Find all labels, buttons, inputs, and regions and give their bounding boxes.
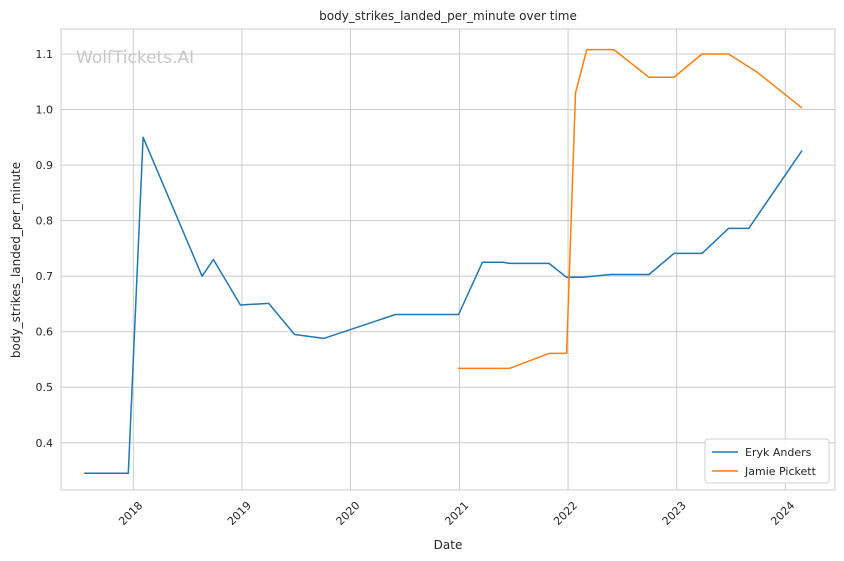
data-point-eryk-anders <box>127 472 130 475</box>
data-point-eryk-anders <box>581 276 584 279</box>
legend-box <box>704 438 830 484</box>
data-point-eryk-anders <box>548 262 551 265</box>
data-point-eryk-anders <box>322 337 325 340</box>
data-point-eryk-anders <box>648 273 651 276</box>
plot-area <box>60 28 836 491</box>
data-point-jamie-pickett <box>565 352 568 355</box>
data-point-jamie-pickett <box>548 352 551 355</box>
data-point-eryk-anders <box>83 472 86 475</box>
x-tick-label: 2024 <box>768 499 797 528</box>
x-axis-label: Date <box>434 538 463 552</box>
data-point-eryk-anders <box>267 302 270 305</box>
x-tick-label: 2022 <box>551 499 580 528</box>
data-point-jamie-pickett <box>648 76 651 79</box>
x-tick-label: 2023 <box>660 499 689 528</box>
data-point-eryk-anders <box>727 227 730 230</box>
data-point-eryk-anders <box>201 275 204 278</box>
data-point-jamie-pickett <box>727 52 730 55</box>
data-point-eryk-anders <box>293 333 296 336</box>
data-point-eryk-anders <box>457 313 460 316</box>
y-tick-label: 0.8 <box>36 215 54 228</box>
x-tick-label: 2018 <box>116 499 145 528</box>
y-ticks: 0.4 0.5 0.6 0.7 0.8 0.9 1.0 1.1 <box>36 48 54 450</box>
data-point-eryk-anders <box>502 261 505 264</box>
data-point-eryk-anders <box>142 136 145 139</box>
legend-label-jamie-pickett: Jamie Pickett <box>744 465 817 478</box>
chart-title: body_strikes_landed_per_minute over time <box>319 9 577 23</box>
data-point-jamie-pickett <box>700 52 703 55</box>
legend: Eryk Anders Jamie Pickett <box>704 438 830 484</box>
series-line-jamie-pickett <box>457 48 803 370</box>
data-point-eryk-anders <box>481 261 484 264</box>
y-tick-label: 1.0 <box>36 104 54 117</box>
data-point-jamie-pickett <box>508 367 511 370</box>
data-point-eryk-anders <box>565 276 568 279</box>
data-point-eryk-anders <box>394 313 397 316</box>
y-tick-label: 0.9 <box>36 159 54 172</box>
x-tick-label: 2019 <box>225 499 254 528</box>
data-point-eryk-anders <box>212 258 215 261</box>
series-lines <box>83 48 803 475</box>
data-point-eryk-anders <box>700 252 703 255</box>
data-point-jamie-pickett <box>456 367 459 370</box>
series-line-eryk-anders <box>84 136 803 475</box>
grid <box>61 29 835 490</box>
data-point-jamie-pickett <box>585 48 588 51</box>
data-point-jamie-pickett <box>800 106 803 109</box>
watermark: WolfTickets.AI <box>76 48 195 68</box>
data-point-jamie-pickett <box>756 71 759 74</box>
y-tick-label: 1.1 <box>36 48 54 61</box>
y-tick-label: 0.5 <box>36 381 54 394</box>
data-point-eryk-anders <box>747 227 750 230</box>
x-ticks: 2018 2019 2020 2021 2022 2023 2024 <box>116 499 797 528</box>
data-point-eryk-anders <box>609 273 612 276</box>
data-point-eryk-anders <box>800 149 803 152</box>
x-tick-label: 2021 <box>442 499 471 528</box>
data-point-eryk-anders <box>673 252 676 255</box>
data-point-jamie-pickett <box>574 91 577 94</box>
data-point-eryk-anders <box>508 262 511 265</box>
y-axis-label: body_strikes_landed_per_minute <box>9 162 23 358</box>
data-point-jamie-pickett <box>612 48 615 51</box>
y-tick-label: 0.4 <box>36 437 54 450</box>
data-point-jamie-pickett <box>673 76 676 79</box>
x-tick-label: 2020 <box>334 499 363 528</box>
legend-label-eryk-anders: Eryk Anders <box>745 446 812 459</box>
y-tick-label: 0.6 <box>36 326 54 339</box>
data-point-eryk-anders <box>239 304 242 307</box>
y-tick-label: 0.7 <box>36 270 54 283</box>
